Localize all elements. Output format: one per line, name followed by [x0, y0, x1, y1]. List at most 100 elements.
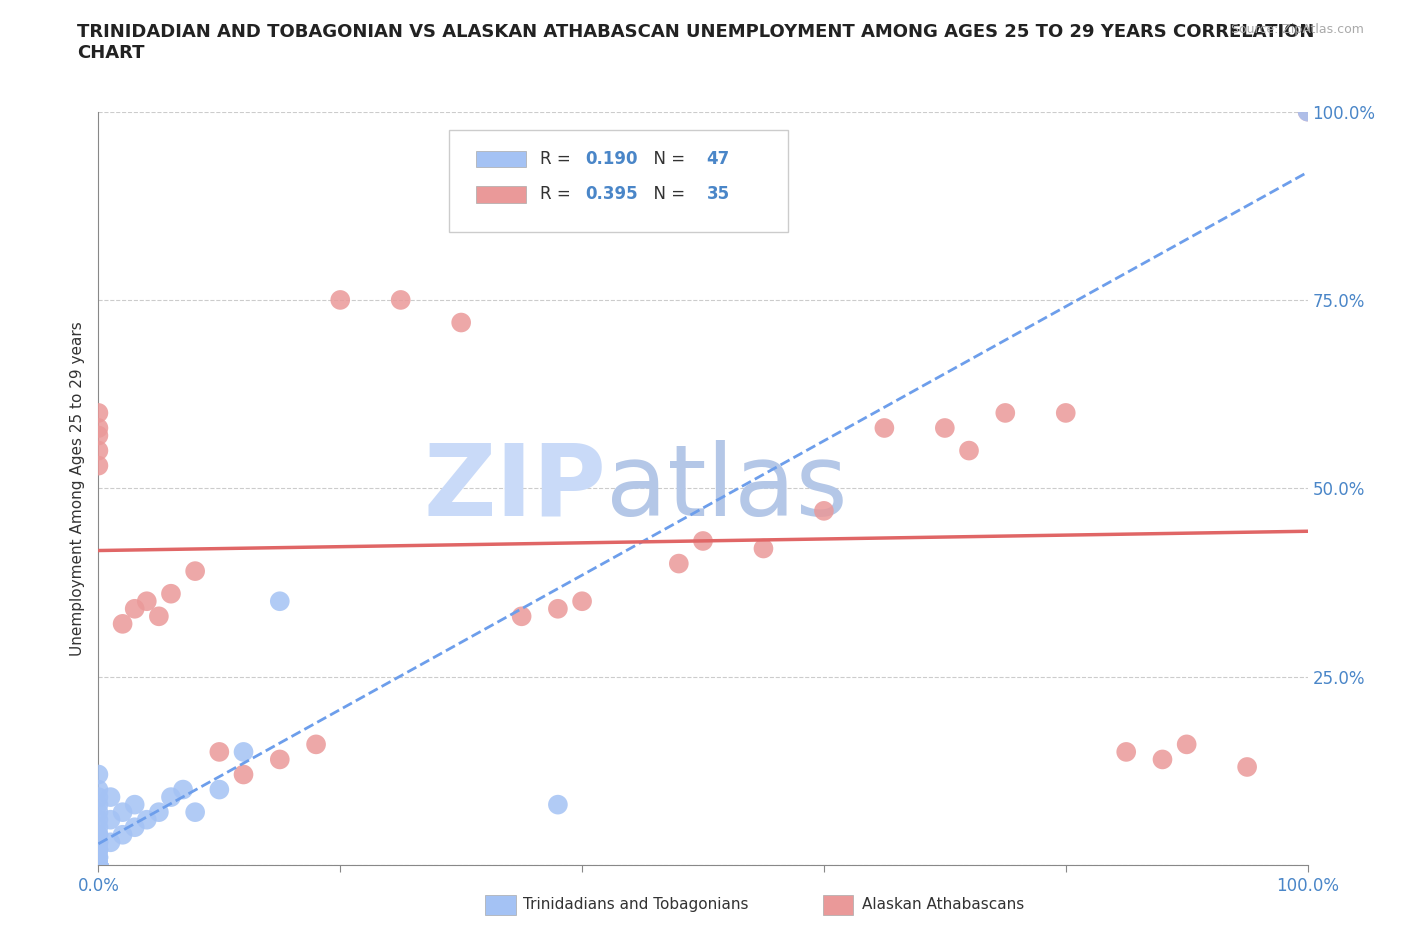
- Point: [87, 782, 110, 797]
- Point: [111, 617, 134, 631]
- Point: [87, 857, 110, 872]
- Point: [87, 835, 110, 850]
- Point: [813, 503, 835, 518]
- Point: [87, 843, 110, 857]
- Point: [100, 790, 122, 804]
- Point: [87, 857, 110, 872]
- FancyBboxPatch shape: [475, 151, 526, 167]
- Point: [111, 828, 134, 843]
- Text: Source: ZipAtlas.com: Source: ZipAtlas.com: [1230, 23, 1364, 36]
- Point: [87, 828, 110, 843]
- Point: [100, 812, 122, 827]
- Point: [87, 857, 110, 872]
- Point: [87, 828, 110, 843]
- Point: [305, 737, 328, 751]
- Point: [87, 804, 110, 819]
- Text: ZIP: ZIP: [423, 440, 606, 537]
- Point: [172, 782, 194, 797]
- Point: [87, 857, 110, 872]
- Point: [87, 857, 110, 872]
- Point: [148, 609, 170, 624]
- Point: [1152, 752, 1174, 767]
- Point: [87, 857, 110, 872]
- Point: [87, 420, 110, 435]
- Point: [752, 541, 775, 556]
- Text: 47: 47: [707, 150, 730, 168]
- Point: [87, 767, 110, 782]
- Point: [87, 812, 110, 827]
- Point: [87, 458, 110, 473]
- Point: [87, 444, 110, 458]
- Text: Trinidadians and Tobagonians: Trinidadians and Tobagonians: [523, 897, 748, 912]
- FancyBboxPatch shape: [449, 130, 787, 232]
- Point: [1236, 760, 1258, 775]
- Point: [994, 405, 1017, 420]
- Text: 0.395: 0.395: [586, 185, 638, 204]
- Point: [87, 428, 110, 443]
- Point: [87, 405, 110, 420]
- Point: [1175, 737, 1198, 751]
- Point: [184, 804, 207, 819]
- Text: R =: R =: [540, 185, 576, 204]
- Point: [269, 752, 291, 767]
- Text: TRINIDADIAN AND TOBAGONIAN VS ALASKAN ATHABASCAN UNEMPLOYMENT AMONG AGES 25 TO 2: TRINIDADIAN AND TOBAGONIAN VS ALASKAN AT…: [77, 23, 1315, 62]
- Point: [389, 293, 412, 308]
- Point: [184, 564, 207, 578]
- Point: [135, 812, 157, 827]
- Point: [510, 609, 533, 624]
- Point: [148, 804, 170, 819]
- Point: [208, 782, 231, 797]
- Point: [87, 790, 110, 804]
- Text: 35: 35: [707, 185, 730, 204]
- Point: [87, 857, 110, 872]
- Point: [87, 843, 110, 857]
- Point: [124, 602, 146, 617]
- Point: [547, 602, 569, 617]
- Point: [87, 857, 110, 872]
- Point: [87, 835, 110, 850]
- Point: [232, 745, 254, 760]
- Point: [87, 857, 110, 872]
- Point: [160, 586, 183, 601]
- Point: [232, 767, 254, 782]
- Point: [87, 797, 110, 812]
- Point: [87, 857, 110, 872]
- Point: [87, 857, 110, 872]
- Point: [124, 820, 146, 835]
- Point: [1054, 405, 1077, 420]
- Point: [329, 293, 352, 308]
- Y-axis label: Unemployment Among Ages 25 to 29 years: Unemployment Among Ages 25 to 29 years: [69, 321, 84, 656]
- Point: [547, 797, 569, 812]
- Point: [124, 797, 146, 812]
- Point: [957, 444, 980, 458]
- Text: N =: N =: [643, 150, 690, 168]
- Text: N =: N =: [643, 185, 690, 204]
- Point: [1296, 104, 1319, 119]
- Text: Alaskan Athabascans: Alaskan Athabascans: [862, 897, 1024, 912]
- Point: [450, 315, 472, 330]
- Point: [87, 857, 110, 872]
- FancyBboxPatch shape: [475, 186, 526, 203]
- Point: [87, 857, 110, 872]
- Text: atlas: atlas: [606, 440, 848, 537]
- Point: [87, 820, 110, 835]
- Point: [135, 594, 157, 609]
- Point: [87, 857, 110, 872]
- Point: [100, 835, 122, 850]
- Point: [208, 745, 231, 760]
- Point: [1115, 745, 1137, 760]
- Point: [873, 420, 896, 435]
- Point: [668, 556, 690, 571]
- Point: [934, 420, 956, 435]
- Point: [87, 850, 110, 865]
- Text: R =: R =: [540, 150, 576, 168]
- Point: [692, 534, 714, 549]
- Point: [87, 857, 110, 872]
- Point: [1296, 104, 1319, 119]
- Point: [160, 790, 183, 804]
- Point: [269, 594, 291, 609]
- Text: 0.190: 0.190: [586, 150, 638, 168]
- Point: [87, 850, 110, 865]
- Point: [571, 594, 593, 609]
- Point: [111, 804, 134, 819]
